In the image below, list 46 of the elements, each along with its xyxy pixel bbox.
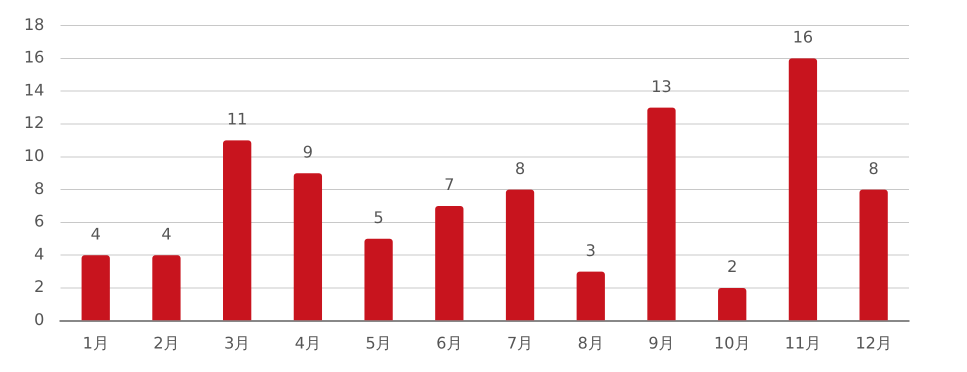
data-label: 4 xyxy=(161,224,172,244)
bar xyxy=(859,190,888,320)
bar xyxy=(152,255,181,320)
y-tick-label: 16 xyxy=(24,48,44,67)
bar xyxy=(435,206,464,320)
data-label: 9 xyxy=(302,142,313,162)
x-tick-label: 1月 xyxy=(82,334,109,353)
y-tick-label: 4 xyxy=(34,244,44,264)
y-tick-label: 2 xyxy=(34,277,44,296)
bar xyxy=(718,288,746,320)
x-tick-label: 8月 xyxy=(578,334,604,353)
data-label: 8 xyxy=(868,158,879,178)
bar xyxy=(364,238,393,320)
y-tick-label: 14 xyxy=(24,80,44,100)
bar xyxy=(82,255,110,320)
data-label: 8 xyxy=(514,158,526,178)
data-label: 11 xyxy=(226,110,248,129)
y-tick-label: 8 xyxy=(34,178,44,198)
x-tick-label: 12月 xyxy=(855,334,892,353)
x-tick-label: 9月 xyxy=(648,334,675,353)
x-tick-label: 3月 xyxy=(224,334,250,353)
x-tick-label: 10月 xyxy=(714,334,750,353)
data-label: 7 xyxy=(444,175,454,194)
data-label: 4 xyxy=(90,224,101,244)
y-tick-label: 18 xyxy=(24,14,44,34)
x-tick-label: 7月 xyxy=(506,334,534,353)
x-tick-label: 11月 xyxy=(784,334,822,353)
bar xyxy=(576,272,605,320)
data-label: 16 xyxy=(792,28,814,47)
bar xyxy=(788,58,818,320)
data-label: 2 xyxy=(727,257,738,276)
y-tick-label: 6 xyxy=(34,212,44,231)
data-label: 13 xyxy=(651,76,672,96)
bar xyxy=(294,173,322,320)
x-tick-label: 6月 xyxy=(436,334,462,353)
y-tick-label: 12 xyxy=(24,113,44,132)
x-tick-label: 5月 xyxy=(366,334,392,353)
bar xyxy=(506,190,534,320)
data-label: 3 xyxy=(586,240,596,260)
bar xyxy=(223,140,252,320)
y-tick-label: 0 xyxy=(34,310,44,329)
x-tick-label: 2月 xyxy=(153,334,180,353)
y-tick-label: 10 xyxy=(24,146,44,165)
bar xyxy=(647,108,676,320)
data-label: 5 xyxy=(374,208,384,227)
x-tick-label: 4月 xyxy=(294,334,321,353)
